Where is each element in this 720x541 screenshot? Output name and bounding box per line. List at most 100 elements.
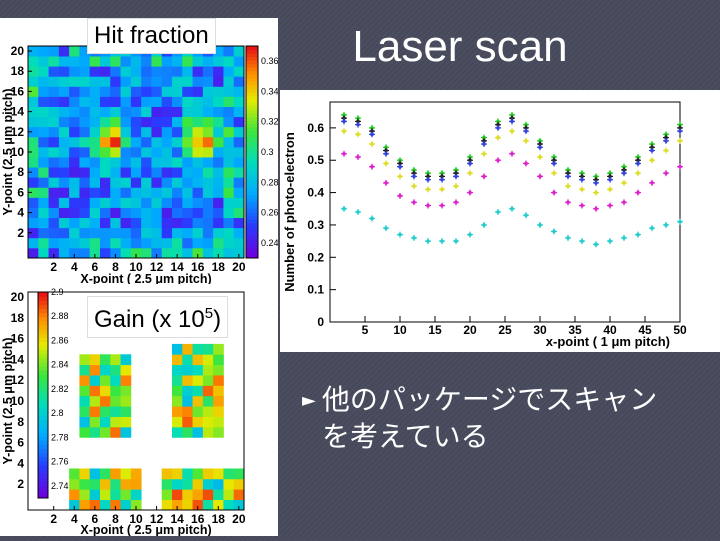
heatmap-cell [141,126,152,138]
bullet-text: ► 他のパッケージでスキャン を考えている [302,382,657,455]
heatmap-cell [202,126,214,138]
heatmap-cell [182,478,193,490]
heatmap-cell [192,354,204,366]
heatmap-cell [192,343,204,355]
heatmap-cell [213,364,224,376]
heatmap-cell [233,157,245,168]
data-point-marker [356,119,360,124]
colorbar-segment [246,56,258,61]
heatmap-cell [69,468,80,480]
heatmap-cell [192,167,204,178]
heatmap-cell [120,385,132,397]
heatmap-cell [202,106,214,118]
heatmap-cell [151,146,163,158]
heatmap-cell [110,106,121,118]
heatmap-cell [213,146,224,158]
heatmap-cell [120,395,132,407]
heatmap-cell [28,116,39,128]
heatmap-cell [182,468,193,480]
heatmap-cell [79,66,91,77]
colorbar-segment [38,370,48,375]
heatmap-cell [192,207,204,219]
heatmap-cell [172,385,183,397]
heatmap-cell [130,76,142,87]
heatmap-cell [69,157,80,168]
heatmap-cell [233,96,245,107]
heatmap-cell [48,197,60,208]
colorbar-segment [38,403,48,408]
heatmap-cell [130,66,142,77]
heatmap-cell [38,167,49,178]
heatmap-cell [202,177,214,188]
x-tick-label: 14 [170,260,184,274]
heatmap-cell [233,489,245,501]
heatmap-cell [28,167,39,178]
heatmap-cell [213,66,224,77]
x-tick-label: 2 [50,512,57,526]
data-point-marker [412,184,416,188]
heatmap-cell [58,106,70,118]
data-point-marker [468,155,472,159]
colorbar-segment [38,473,48,478]
heatmap-cell [28,237,39,249]
plot-frame [329,101,681,323]
heatmap-cell [28,146,39,158]
colorbar-segment [38,460,48,466]
heatmap-cell [130,106,142,118]
heatmap-cell [110,177,121,188]
data-point-marker [342,206,346,211]
gain-label-exponent: 5 [204,305,214,322]
heatmap-cell [58,187,70,198]
heatmap-cell [58,86,70,97]
heatmap-cell [48,116,60,128]
heatmap-cell [69,177,80,188]
heatmap-cell [89,167,101,178]
heatmap-cell [202,499,214,511]
heatmap-cell [69,167,80,178]
colorbar-segment [246,113,258,118]
heatmap-cell [110,167,121,178]
heatmap-cell [202,395,214,407]
heatmap-cell [79,247,91,259]
heatmap-cell [233,207,245,219]
heatmap-cell [161,468,173,480]
x-tick-label: 15 [428,323,442,337]
colorbar-segment [246,95,258,100]
heatmap-cell [182,76,193,87]
data-point-marker [552,229,556,234]
heatmap-cell [120,167,132,178]
heatmap-cell [100,187,111,198]
heatmap-cell [182,116,193,128]
heatmap-cell [120,86,132,97]
heatmap-cell [48,247,60,259]
heatmap-cell [110,146,121,158]
heatmap-cell [223,126,235,138]
heatmap-cell [58,227,70,239]
heatmap-cell [172,468,183,480]
heatmap-cell [48,146,60,158]
data-point-marker [412,174,416,179]
colorbar-segment [246,60,258,65]
heatmap-cell [120,146,132,158]
heatmap-cell [223,197,235,208]
heatmap-cell [192,375,204,386]
data-point-marker [468,232,472,237]
heatmap-cell [192,247,204,259]
heatmap-cell [110,217,121,229]
heatmap-cell [182,146,193,158]
colorbar-segment [246,190,258,195]
colorbar-segment [246,53,258,58]
heatmap-cell [161,177,173,188]
heatmap-cell [79,207,91,219]
data-point-marker [552,158,556,163]
x-tick-label: 4 [71,260,78,274]
colorbar-segment [246,116,258,121]
bullet-arrow-icon: ► [302,390,316,411]
data-point-marker [664,132,668,137]
heatmap-cell [151,197,163,208]
data-point-marker [664,223,668,227]
data-point-marker [398,161,402,166]
heatmap-cell [100,406,111,417]
heatmap-cell [89,76,101,87]
heatmap-cell [161,106,173,118]
